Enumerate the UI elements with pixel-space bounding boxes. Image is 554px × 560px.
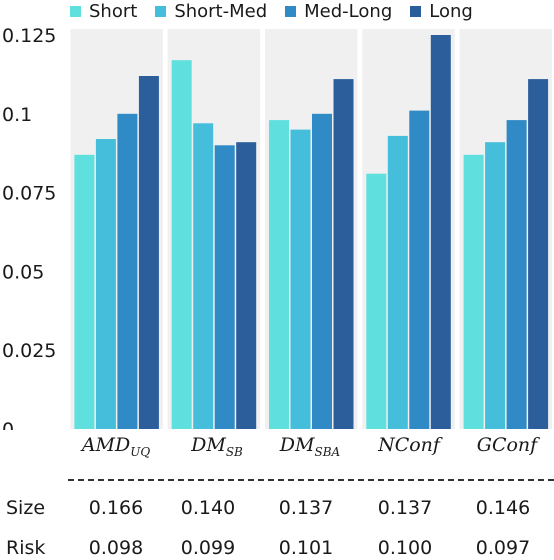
legend-swatch-short: [70, 5, 81, 17]
y-tick-label: 0.025: [2, 340, 56, 362]
size-value: 0.166: [88, 497, 144, 519]
legend-item-long: Long: [410, 1, 473, 22]
y-tick-label: 0.125: [2, 25, 56, 47]
chart-legend: Short Short-Med Med-Long Long: [70, 0, 473, 22]
bar-long-nconf: [430, 35, 451, 429]
bar-med-long-dm-sb: [214, 145, 235, 430]
bar-short-amd-uq: [74, 154, 95, 430]
bar-short-nconf: [366, 173, 387, 429]
size-value: 0.140: [180, 497, 236, 519]
size-value: 0.137: [377, 497, 433, 519]
risk-value: 0.098: [88, 537, 144, 559]
bar-short-dm-sba: [269, 120, 289, 429]
table-divider: [68, 479, 554, 481]
y-tick-label: 0.1: [2, 104, 32, 126]
bar-short-med-dm-sba: [290, 129, 311, 429]
risk-value: 0.099: [180, 537, 236, 559]
bar-med-long-dm-sba: [312, 113, 332, 430]
category-label-dm-sb: DMSB: [191, 434, 243, 459]
bar-long-gconf: [528, 79, 549, 429]
bar-chart: 0 0.025 0.05 0.075 0.1 0.125: [2, 25, 553, 430]
legend-label-short-med: Short-Med: [174, 0, 268, 22]
size-value: 0.137: [278, 497, 334, 519]
legend-label-med-long: Med-Long: [304, 0, 393, 22]
category-label-amd-uq: AMDUQ: [81, 434, 151, 459]
legend-label-short: Short: [89, 0, 138, 22]
bar-long-dm-sba: [333, 79, 354, 429]
category-label-dm-sba: DMSBA: [279, 434, 341, 459]
y-tick-label: 0.075: [2, 183, 56, 205]
bar-med-long-amd-uq: [117, 113, 138, 430]
bar-short-med-gconf: [485, 142, 506, 429]
legend-swatch-short-med: [155, 5, 167, 17]
bar-short-med-dm-sb: [193, 123, 214, 430]
bar-long-amd-uq: [138, 76, 159, 429]
category-label-gconf: GConf: [476, 434, 538, 456]
bar-long-dm-sb: [236, 142, 257, 429]
y-tick-label: 0.05: [2, 261, 44, 283]
bar-short-med-amd-uq: [95, 139, 116, 429]
legend-item-short-med: Short-Med: [155, 1, 267, 22]
legend-item-short: Short: [70, 1, 137, 22]
bar-med-long-nconf: [409, 110, 430, 429]
risk-value: 0.100: [377, 537, 433, 559]
bar-short-dm-sb: [171, 60, 192, 429]
bar-short-med-nconf: [387, 135, 408, 429]
legend-swatch-long: [410, 5, 422, 17]
legend-label-long: Long: [429, 0, 473, 22]
category-label-nconf: NConf: [378, 434, 440, 456]
legend-item-med-long: Med-Long: [285, 1, 392, 22]
risk-value: 0.097: [475, 537, 531, 559]
bar-short-gconf: [463, 154, 484, 430]
size-value: 0.146: [475, 497, 531, 519]
legend-swatch-med-long: [285, 5, 297, 17]
size-row-label: Size: [6, 497, 46, 519]
bar-med-long-gconf: [506, 120, 527, 429]
y-tick-label: 0: [2, 419, 14, 430]
risk-row-label: Risk: [6, 537, 46, 559]
risk-value: 0.101: [278, 537, 334, 559]
